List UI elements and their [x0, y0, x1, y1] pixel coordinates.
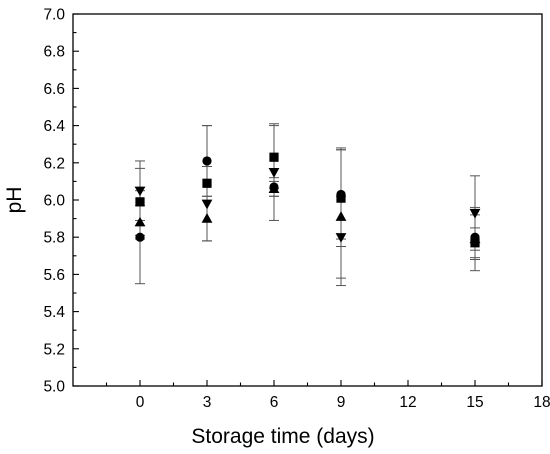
x-tick-label: 15 [466, 394, 483, 411]
y-tick-label: 6.8 [43, 44, 65, 61]
data-point-square [202, 178, 212, 188]
y-tick-label: 6.6 [43, 81, 65, 98]
x-tick-label: 18 [533, 394, 550, 411]
y-tick-label: 5.0 [43, 379, 65, 396]
plot-area: 5.0 5.2 5.4 5.6 5.8 6.0 6.2 6.4 6.6 6.8 7.0 0 3 6 9 12 1… [43, 7, 550, 412]
y-tick-label: 5.2 [43, 341, 65, 358]
y-tick-label: 7.0 [43, 7, 65, 24]
data-point-triangle-up [268, 183, 280, 193]
data-point-triangle-down [469, 208, 481, 219]
data-point-triangle-up [335, 211, 347, 221]
y-tick-label: 6.4 [43, 118, 65, 135]
data-point-triangle-down [201, 199, 213, 210]
y-axis-title: pH [3, 187, 26, 214]
x-tick-label: 3 [203, 394, 212, 411]
x-tick-label: 6 [270, 394, 279, 411]
data-point-triangle-down [268, 168, 280, 178]
y-tick-label: 5.6 [43, 267, 65, 284]
x-tick-label: 0 [136, 394, 145, 411]
data-point-square [135, 197, 145, 207]
data-point-square [269, 152, 279, 162]
y-tick-label: 5.8 [43, 230, 65, 247]
y-tick-label: 5.4 [43, 304, 65, 321]
data-point-triangle-down [335, 233, 347, 243]
data-point-square [336, 193, 346, 203]
x-tick-label: 9 [337, 394, 346, 411]
x-tick-label: 12 [399, 394, 416, 411]
y-tick-label: 6.2 [43, 155, 65, 172]
data-point-circle [202, 156, 212, 166]
y-tick-label: 6.0 [43, 193, 65, 210]
x-axis-title: Storage time (days) [191, 425, 374, 448]
data-point-triangle-down [134, 186, 146, 197]
data-point-triangle-up [201, 213, 213, 223]
data-point-circle [135, 232, 145, 242]
data-point-triangle-up [469, 233, 481, 244]
data-point-triangle-up [134, 216, 146, 227]
